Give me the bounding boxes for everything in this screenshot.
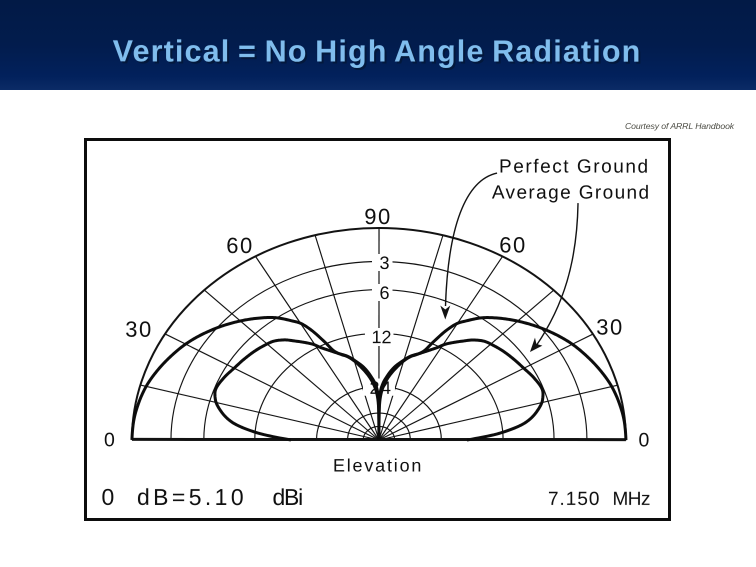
- svg-text:60: 60: [226, 233, 253, 258]
- svg-text:Vertical = No High Angle Radia: Vertical = No High Angle Radiation: [113, 34, 642, 68]
- svg-text:0: 0: [104, 429, 115, 451]
- svg-text:0: 0: [639, 429, 650, 451]
- svg-text:3: 3: [380, 253, 390, 273]
- svg-text:dB=5.10: dB=5.10: [137, 484, 247, 510]
- svg-text:Average Ground: Average Ground: [492, 183, 651, 204]
- svg-text:6: 6: [379, 283, 389, 303]
- svg-text:0: 0: [101, 484, 114, 510]
- svg-text:Perfect Ground: Perfect Ground: [499, 157, 650, 178]
- svg-text:MHz: MHz: [612, 489, 650, 510]
- svg-text:30: 30: [125, 317, 152, 342]
- svg-text:Vertical = No High Angle Radia: Vertical = No High Angle Radiation: [115, 36, 644, 70]
- svg-text:Elevation: Elevation: [333, 455, 423, 475]
- svg-text:60: 60: [499, 232, 526, 257]
- svg-text:7.150: 7.150: [548, 489, 601, 510]
- svg-text:90: 90: [364, 204, 391, 229]
- svg-text:12: 12: [371, 327, 391, 347]
- svg-text:30: 30: [596, 314, 623, 339]
- svg-text:24: 24: [369, 378, 392, 398]
- svg-text:dBi: dBi: [272, 484, 302, 510]
